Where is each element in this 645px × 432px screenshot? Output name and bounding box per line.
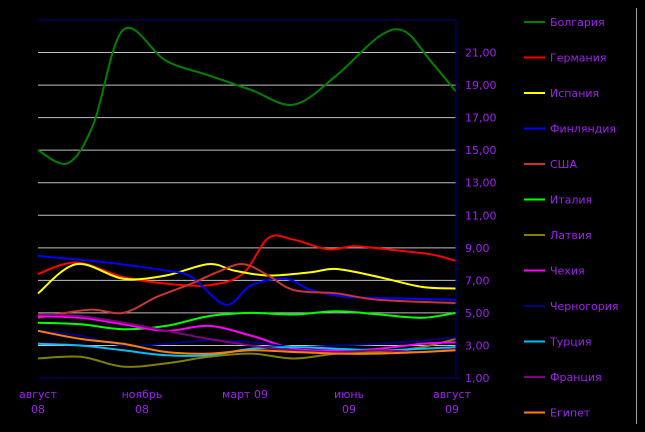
- y-tick-label: 17,00: [465, 112, 497, 125]
- y-tick-label: 5,00: [465, 307, 490, 320]
- x-tick-label-line1: август: [433, 388, 472, 401]
- legend-entry: Финляндия: [524, 123, 616, 136]
- legend: Болгария Германия Испания Финляндия США Итали…: [524, 16, 618, 420]
- legend-entry: Болгария: [524, 16, 605, 29]
- series-line: [37, 315, 457, 352]
- series-line: [37, 234, 457, 287]
- y-tick-label: 3,00: [465, 339, 490, 352]
- series-line: [37, 329, 457, 355]
- legend-label: Италия: [550, 194, 592, 207]
- x-axis-ticks: август 08 ноябрь 08 март 09 июнь 09 август 09: [19, 388, 472, 416]
- legend-entry: Турция: [524, 336, 591, 349]
- x-tick-label-line2: 08: [31, 403, 45, 416]
- series-line: [37, 313, 457, 354]
- legend-entry: Испания: [524, 87, 599, 100]
- legend-entry: Италия: [524, 194, 592, 207]
- y-tick-label: 15,00: [465, 144, 497, 157]
- x-tick-label: август 08: [19, 388, 58, 416]
- legend-label: Испания: [550, 87, 599, 100]
- y-tick-label: 11,00: [465, 209, 497, 222]
- y-axis-ticks: 1,00 3,00 5,00 7,00 9,00 11,00 13,00 15,00 17,00…: [456, 47, 497, 385]
- y-tick-label: 1,00: [465, 372, 490, 385]
- x-tick-label-line2: 08: [135, 403, 149, 416]
- legend-entry: Черногория: [524, 300, 618, 313]
- series-line: [37, 26, 457, 165]
- y-tick-label: 9,00: [465, 242, 490, 255]
- x-tick-label-line1: август: [19, 388, 58, 401]
- series-line: [37, 310, 457, 331]
- x-tick-label: июнь 09: [334, 388, 364, 416]
- legend-entry: Франция: [524, 371, 602, 384]
- series-lines: [37, 26, 457, 368]
- x-tick-label-line2: 09: [445, 403, 459, 416]
- legend-label: Болгария: [550, 16, 605, 29]
- x-tick-label-line1: ноябрь: [122, 388, 163, 401]
- y-tick-label: 7,00: [465, 274, 490, 287]
- legend-label: Франция: [550, 371, 602, 384]
- legend-entry: Чехия: [524, 265, 585, 278]
- legend-label: США: [550, 158, 577, 171]
- x-tick-label-line2: 09: [342, 403, 356, 416]
- legend-entry: Латвия: [524, 229, 592, 242]
- legend-label: Германия: [550, 52, 606, 65]
- legend-entry: Египет: [524, 407, 591, 420]
- legend-label: Чехия: [550, 265, 585, 278]
- grid-lines: [38, 52, 456, 346]
- legend-entry: Германия: [524, 52, 606, 65]
- x-tick-label: март 09: [222, 388, 268, 401]
- x-tick-label: ноябрь 08: [122, 388, 163, 416]
- legend-entry: США: [524, 158, 577, 171]
- y-tick-label: 21,00: [465, 47, 497, 60]
- y-tick-label: 13,00: [465, 177, 497, 190]
- legend-label: Черногория: [550, 300, 618, 313]
- legend-label: Финляндия: [550, 123, 616, 136]
- series-line: [37, 262, 457, 295]
- legend-label: Латвия: [550, 229, 592, 242]
- series-line: [37, 263, 457, 319]
- frame-divider: [636, 8, 637, 424]
- x-tick-label-line1: март 09: [222, 388, 268, 401]
- x-tick-label-line1: июнь: [334, 388, 364, 401]
- x-tick-label: август 09: [433, 388, 472, 416]
- y-tick-label: 19,00: [465, 79, 497, 92]
- legend-label: Египет: [550, 407, 591, 420]
- legend-label: Турция: [549, 336, 591, 349]
